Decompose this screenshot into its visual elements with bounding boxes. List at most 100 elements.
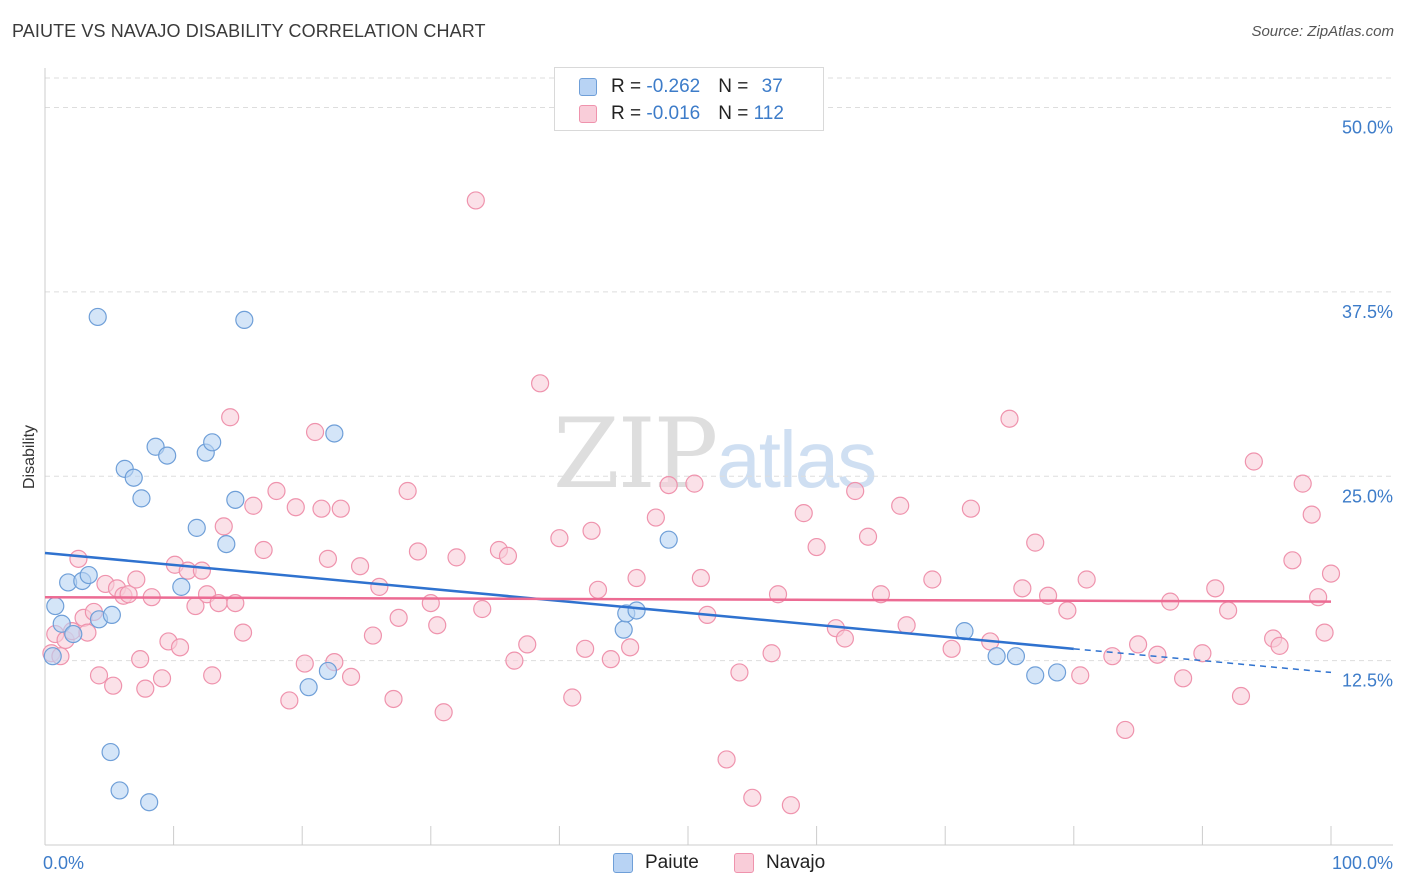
paiute-trend-line — [44, 551, 1074, 651]
navajo-point — [473, 599, 492, 619]
paiute-point — [235, 310, 254, 329]
paiute-point — [46, 596, 65, 616]
legend-row-paiute: R = -0.262 N = 37 — [579, 75, 783, 99]
navajo-point — [897, 616, 916, 635]
chart-title: PAIUTE VS NAVAJO DISABILITY CORRELATION … — [12, 21, 486, 41]
legend-swatch-paiute — [579, 78, 597, 96]
navajo-point — [1315, 623, 1334, 642]
navajo-point — [1077, 570, 1096, 589]
navajo-point — [312, 499, 331, 518]
navajo-point — [221, 408, 240, 427]
navajo-point — [203, 666, 222, 685]
paiute-point — [659, 530, 678, 549]
bottom-legend-navajo: Navajo — [734, 852, 825, 874]
navajo-point — [192, 561, 211, 580]
paiute-point — [627, 601, 646, 620]
paiute-point — [187, 518, 206, 537]
navajo-point — [89, 666, 109, 685]
navajo-point — [331, 499, 350, 518]
navajo-point — [295, 654, 314, 673]
navajo-point — [1058, 601, 1077, 620]
navajo-point — [214, 517, 233, 536]
paiute-point — [158, 446, 177, 465]
navajo-point — [505, 651, 524, 670]
navajo-point — [1174, 669, 1193, 688]
paiute-point — [325, 424, 344, 443]
paiute-point — [102, 605, 121, 625]
navajo-point — [627, 568, 646, 588]
legend-n-label: N = — [718, 103, 754, 124]
navajo-point — [466, 191, 485, 210]
bottom-legend-label: Paiute — [645, 852, 699, 873]
navajo-point — [1231, 686, 1251, 706]
navajo-point — [1000, 409, 1019, 428]
navajo-point — [318, 549, 338, 568]
navajo-point — [1309, 588, 1328, 607]
navajo-point — [389, 608, 408, 627]
paiute-point — [226, 490, 245, 509]
navajo-point — [621, 638, 640, 657]
paiute-point — [217, 534, 236, 554]
navajo-point — [131, 650, 150, 669]
navajo-point — [1244, 452, 1263, 471]
navajo-point — [923, 570, 942, 589]
paiute-point — [64, 624, 83, 644]
bottom-legend-swatch-paiute — [613, 853, 633, 873]
navajo-point — [280, 691, 299, 710]
navajo-point — [717, 750, 736, 769]
navajo-point — [601, 650, 620, 669]
navajo-point — [350, 557, 370, 576]
navajo-point — [421, 593, 440, 613]
navajo-point — [233, 623, 253, 642]
correlation-legend: R = -0.262 N = 37 R = -0.016 N = 112 — [554, 67, 824, 131]
navajo-point — [1293, 474, 1312, 493]
navajo-point — [1206, 579, 1225, 598]
navajo-point — [563, 688, 582, 707]
navajo-point — [384, 689, 403, 709]
navajo-point — [127, 570, 146, 589]
navajo-point — [408, 542, 428, 561]
navajo-point — [254, 540, 273, 560]
y-axis-title: Disability — [21, 425, 38, 489]
legend-r-label: R = — [611, 76, 647, 97]
navajo-point — [846, 481, 865, 501]
paiute-point — [318, 661, 338, 681]
navajo-point — [685, 474, 704, 493]
navajo-point — [244, 496, 263, 515]
x-tick-label: 0.0% — [43, 853, 84, 873]
navajo-point — [498, 546, 518, 566]
navajo-point — [550, 529, 569, 548]
navajo-point — [305, 422, 325, 442]
bottom-legend-paiute: Paiute — [613, 852, 699, 874]
navajo-point — [398, 481, 417, 501]
paiute-point — [43, 647, 62, 666]
paiute-point — [203, 433, 222, 452]
paiute-point — [987, 647, 1006, 666]
paiute-point — [101, 742, 120, 762]
paiute-point — [110, 781, 129, 800]
navajo-point — [434, 703, 453, 722]
paiute-point — [299, 678, 318, 697]
paiute-point — [1047, 663, 1067, 682]
navajo-point — [835, 629, 854, 648]
legend-row-navajo: R = -0.016 N = 112 — [579, 102, 784, 126]
navajo-point — [762, 644, 781, 663]
y-tick-label: 50.0% — [1342, 118, 1393, 138]
source-credit: Source: ZipAtlas.com — [1251, 23, 1394, 40]
navajo-point — [136, 679, 155, 698]
navajo-point — [1013, 579, 1032, 598]
navajo-point — [1270, 636, 1289, 655]
navajo-point — [794, 504, 813, 523]
navajo-point — [588, 580, 608, 599]
navajo-point — [447, 548, 466, 567]
navajo-point — [1026, 533, 1045, 552]
navajo-point — [646, 508, 665, 527]
navajo-point — [858, 527, 878, 546]
navajo-point — [743, 788, 762, 807]
legend-swatch-navajo — [579, 105, 597, 123]
paiute-point — [124, 468, 143, 487]
y-tick-label: 12.5% — [1342, 671, 1393, 691]
navajo-point — [1321, 564, 1341, 583]
navajo-point — [370, 577, 389, 596]
navajo-point — [363, 626, 383, 645]
